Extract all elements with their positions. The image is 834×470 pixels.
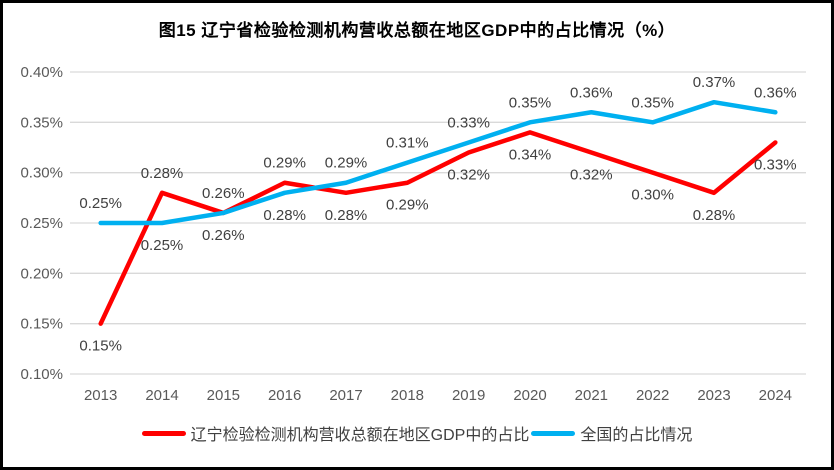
data-label-series-0: 0.28% — [693, 207, 736, 224]
series-line-1 — [98, 99, 778, 226]
y-tick-label: 0.15% — [20, 316, 63, 333]
x-tick-label: 2022 — [636, 387, 669, 404]
data-label-series-1: 0.33% — [447, 114, 490, 131]
x-tick-label: 2023 — [697, 387, 730, 404]
x-tick-label: 2019 — [452, 387, 485, 404]
chart-title: 图15 辽宁省检验检测机构营收总额在地区GDP中的占比情况（%） — [158, 21, 676, 40]
x-tick-label: 2018 — [391, 387, 424, 404]
data-label-series-0: 0.15% — [79, 338, 122, 355]
y-tick-label: 0.35% — [20, 114, 63, 131]
data-label-series-1: 0.36% — [754, 84, 797, 101]
data-label-series-1: 0.29% — [325, 155, 368, 172]
data-label-series-0: 0.28% — [325, 207, 368, 224]
data-label-series-0: 0.26% — [202, 185, 245, 202]
y-tick-label: 0.25% — [20, 215, 63, 232]
x-tick-label: 2013 — [84, 387, 117, 404]
x-tick-label: 2014 — [145, 387, 178, 404]
x-tick-label: 2016 — [268, 387, 301, 404]
x-tick-label: 2021 — [575, 387, 608, 404]
legend-label-liaoning: 辽宁检验检测机构营收总额在地区GDP中的占比 — [190, 427, 530, 444]
x-tick-label: 2015 — [207, 387, 240, 404]
line-chart: 0.40% 0.35% 0.30% 0.25% 0.20% 0.15% 0.10% 2013 2… — [20, 64, 806, 404]
data-label-series-0: 0.29% — [386, 197, 429, 214]
data-label-series-0: 0.33% — [754, 156, 797, 173]
x-tick-label: 2020 — [513, 387, 546, 404]
blue-line-swatch-icon — [531, 430, 576, 436]
data-label-series-1: 0.25% — [79, 195, 122, 212]
data-label-series-0: 0.32% — [447, 167, 490, 184]
data-label-series-1: 0.36% — [570, 84, 613, 101]
data-label-series-1: 0.31% — [386, 135, 429, 152]
data-label-series-1: 0.25% — [141, 237, 184, 254]
x-tick-label: 2017 — [329, 387, 362, 404]
y-tick-label: 0.20% — [20, 265, 63, 282]
red-line-swatch-icon — [141, 430, 186, 436]
x-tick-label: 2024 — [759, 387, 792, 404]
data-label-series-1: 0.37% — [693, 74, 736, 91]
data-label-series-1: 0.26% — [202, 227, 245, 244]
data-label-series-1: 0.35% — [631, 94, 674, 111]
data-label-series-1: 0.28% — [263, 207, 306, 224]
data-label-series-0: 0.30% — [631, 187, 674, 204]
y-tick-label: 0.30% — [20, 165, 63, 182]
y-tick-label: 0.10% — [20, 366, 63, 383]
data-label-series-0: 0.32% — [570, 167, 613, 184]
data-label-series-1: 0.35% — [509, 94, 552, 111]
chart-legend: 辽宁检验检测机构营收总额在地区GDP中的占比 全国的占比情况 — [3, 421, 831, 445]
legend-item-national: 全国的占比情况 — [531, 421, 692, 445]
data-label-series-0: 0.34% — [509, 146, 552, 163]
legend-item-liaoning: 辽宁检验检测机构营收总额在地区GDP中的占比 — [141, 421, 530, 445]
data-label-series-0: 0.28% — [141, 165, 184, 182]
series-line-0 — [98, 130, 778, 326]
data-label-series-0: 0.29% — [263, 155, 306, 172]
y-tick-label: 0.40% — [20, 64, 63, 81]
legend-label-national: 全国的占比情况 — [580, 427, 693, 444]
